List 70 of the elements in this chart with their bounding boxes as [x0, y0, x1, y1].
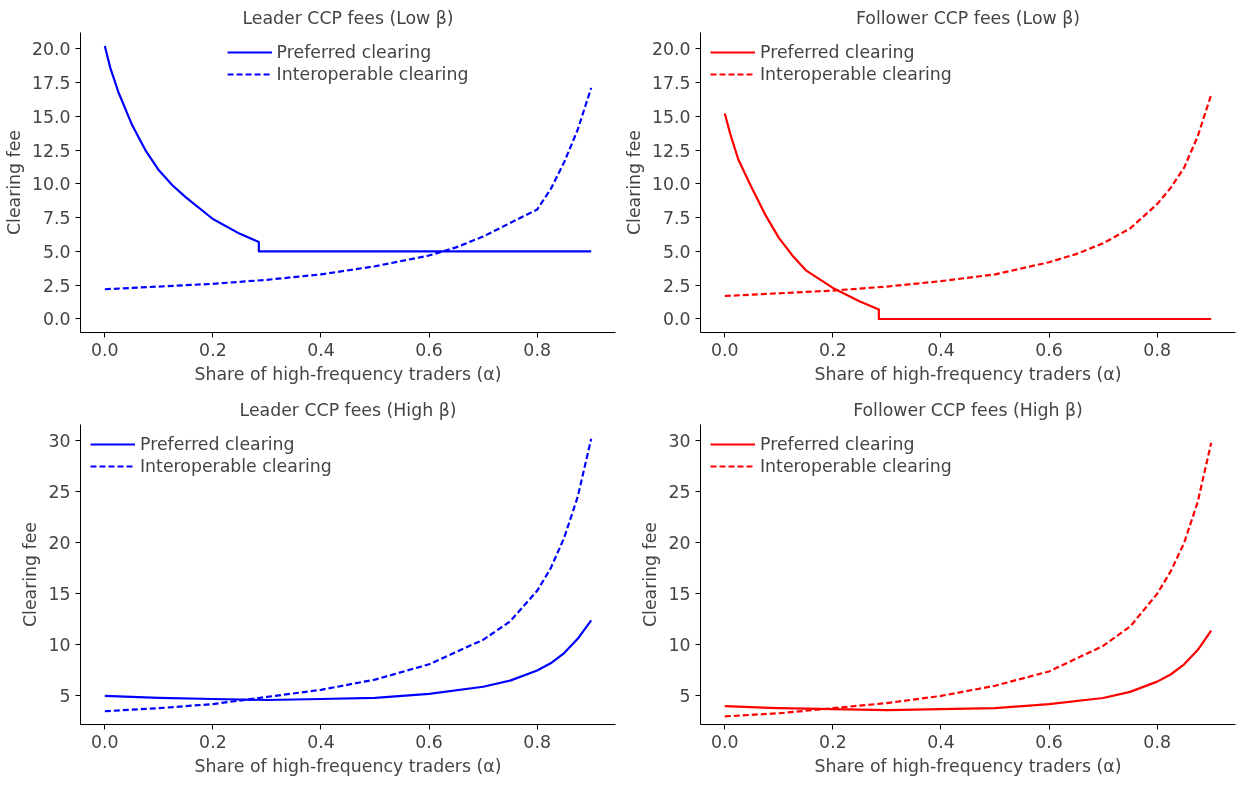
y-tick-label: 17.5 [31, 73, 71, 93]
y-tick-label: 25 [668, 482, 691, 503]
y-tick-label: 12.5 [31, 140, 71, 161]
y-tick-label: 20 [48, 533, 71, 554]
chart-title: Follower CCP fees (Low β) [856, 7, 1080, 28]
y-tick-label: 15 [48, 584, 71, 605]
legend-label: Interoperable clearing [140, 456, 332, 476]
legend-label: Preferred clearing [140, 434, 295, 454]
x-tick-label: 0.4 [307, 339, 335, 360]
x-axis-title: Share of high-frequency traders (α) [814, 363, 1122, 384]
y-tick-label: 0.0 [42, 309, 71, 330]
y-tick-label: 25 [48, 482, 71, 503]
y-tick-label: 2.5 [42, 275, 71, 296]
legend-label: Preferred clearing [760, 42, 915, 62]
chart-title: Follower CCP fees (High β) [853, 399, 1083, 420]
y-tick-label: 30 [48, 431, 71, 452]
x-axis-title: Share of high-frequency traders (α) [194, 755, 502, 776]
x-tick-label: 0.6 [415, 339, 443, 360]
y-tick-label: 20 [668, 533, 691, 554]
x-tick-label: 0.8 [1143, 731, 1171, 752]
y-tick-label: 0.0 [662, 309, 691, 330]
legend-label: Preferred clearing [276, 42, 432, 62]
chart-title: Leader CCP fees (Low β) [242, 7, 454, 28]
x-tick-label: 0.2 [819, 339, 847, 360]
y-axis-title: Clearing fee [3, 129, 24, 236]
y-tick-label: 15.0 [31, 106, 71, 127]
y-tick-label: 5.0 [42, 241, 71, 262]
y-tick-label: 15 [668, 584, 691, 605]
y-tick-label: 20.0 [31, 39, 71, 60]
y-tick-label: 7.5 [662, 208, 691, 229]
x-tick-label: 0.6 [1035, 339, 1063, 360]
y-tick-label: 7.5 [42, 208, 71, 229]
y-tick-label: 30 [668, 431, 691, 452]
x-tick-label: 0.6 [415, 731, 443, 752]
y-tick-label: 2.5 [662, 275, 691, 296]
x-tick-label: 0.6 [1035, 731, 1063, 752]
legend-label: Interoperable clearing [760, 456, 952, 476]
x-tick-label: 0.8 [1143, 339, 1171, 360]
y-tick-label: 10.0 [651, 174, 691, 195]
y-tick-label: 5.0 [662, 241, 691, 262]
legend-label: Interoperable clearing [760, 64, 952, 84]
y-axis-title: Clearing fee [640, 521, 661, 628]
x-tick-label: 0.2 [199, 731, 227, 752]
y-tick-label: 10.0 [31, 174, 71, 195]
x-axis-title: Share of high-frequency traders (α) [194, 363, 502, 384]
y-tick-label: 15.0 [651, 106, 691, 127]
x-axis-title: Share of high-frequency traders (α) [814, 755, 1122, 776]
x-tick-label: 0.4 [927, 731, 955, 752]
x-tick-label: 0.2 [199, 339, 227, 360]
chart-title: Leader CCP fees (High β) [239, 399, 457, 420]
x-tick-label: 0.8 [523, 339, 551, 360]
y-axis-title: Clearing fee [20, 521, 41, 628]
x-tick-label: 0.4 [927, 339, 955, 360]
y-tick-label: 10 [48, 635, 71, 656]
y-axis-title: Clearing fee [623, 129, 644, 236]
x-tick-label: 0.4 [307, 731, 335, 752]
y-tick-label: 10 [668, 635, 691, 656]
legend-label: Preferred clearing [760, 434, 915, 454]
y-tick-label: 5 [59, 686, 71, 707]
y-tick-label: 20.0 [651, 39, 691, 60]
x-tick-label: 0.0 [711, 731, 739, 752]
x-tick-label: 0.8 [523, 731, 551, 752]
legend-label: Interoperable clearing [276, 64, 469, 84]
x-tick-label: 0.0 [91, 731, 119, 752]
y-tick-label: 17.5 [651, 73, 691, 93]
x-tick-label: 0.0 [91, 339, 119, 360]
y-tick-label: 5 [679, 686, 691, 707]
x-tick-label: 0.0 [711, 339, 739, 360]
x-tick-label: 0.2 [819, 731, 847, 752]
y-tick-label: 12.5 [651, 140, 691, 161]
